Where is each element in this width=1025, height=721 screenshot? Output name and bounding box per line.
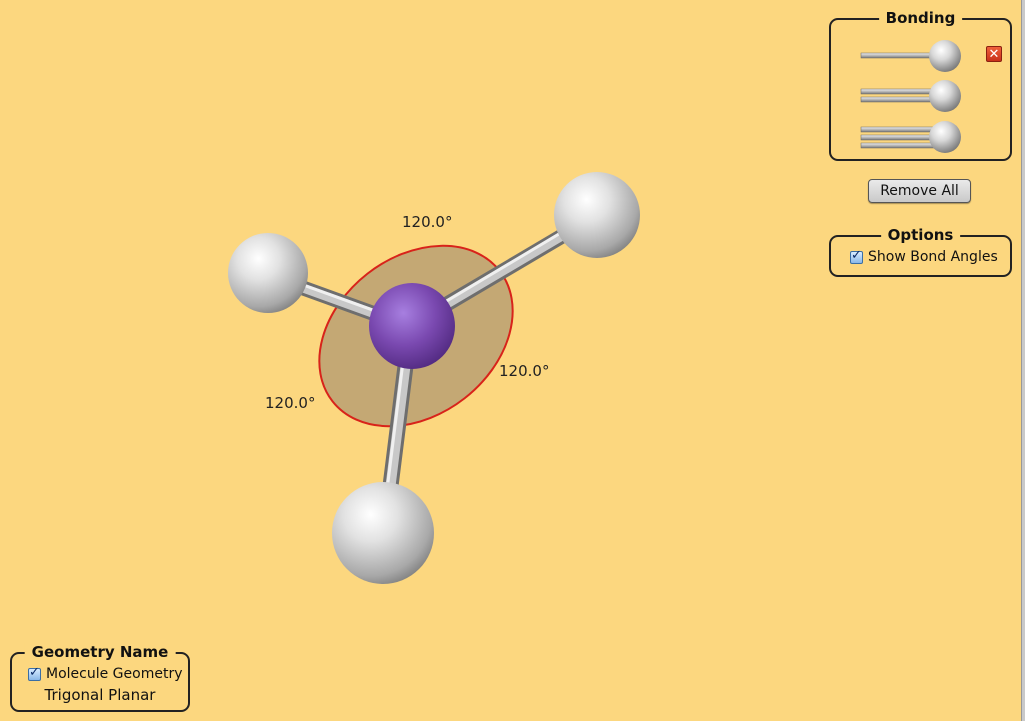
remove-all-button[interactable]: Remove All bbox=[868, 179, 971, 203]
options-panel-title: Options bbox=[880, 226, 961, 244]
bond-angle-label-top: 120.0° bbox=[402, 213, 453, 231]
bond-angle-label-right: 120.0° bbox=[499, 362, 550, 380]
molecule-geometry-checkbox[interactable] bbox=[28, 665, 41, 681]
geometry-name-value: Trigonal Planar bbox=[44, 686, 156, 704]
window-edge bbox=[1021, 0, 1025, 721]
triple-bond-icon[interactable] bbox=[859, 119, 965, 159]
molecule-geometry-label: Molecule Geometry bbox=[46, 666, 183, 682]
geometry-name-panel: Geometry Name Molecule Geometry Trigonal… bbox=[10, 643, 190, 712]
central-atom[interactable] bbox=[369, 283, 455, 369]
geometry-name-panel-title: Geometry Name bbox=[24, 643, 176, 661]
outer-atom-bottom[interactable] bbox=[332, 482, 434, 584]
outer-atom-upper-right[interactable] bbox=[554, 172, 640, 258]
close-icon[interactable]: ✕ bbox=[986, 46, 1002, 62]
double-bond-icon[interactable] bbox=[859, 78, 965, 118]
single-bond-icon[interactable] bbox=[859, 37, 965, 77]
bonding-panel-title: Bonding bbox=[878, 9, 963, 27]
show-bond-angles-checkbox[interactable] bbox=[850, 248, 863, 264]
show-bond-angles-label: Show Bond Angles bbox=[868, 249, 998, 265]
show-bond-angles-option[interactable]: Show Bond Angles bbox=[850, 248, 998, 265]
bonding-panel: Bonding ✕ bbox=[829, 9, 1012, 161]
molecule-geometry-option[interactable]: Molecule Geometry bbox=[28, 665, 183, 682]
options-panel: Options Show Bond Angles bbox=[829, 226, 1012, 277]
outer-atom-left[interactable] bbox=[228, 233, 308, 313]
bond-angle-label-left: 120.0° bbox=[265, 394, 316, 412]
